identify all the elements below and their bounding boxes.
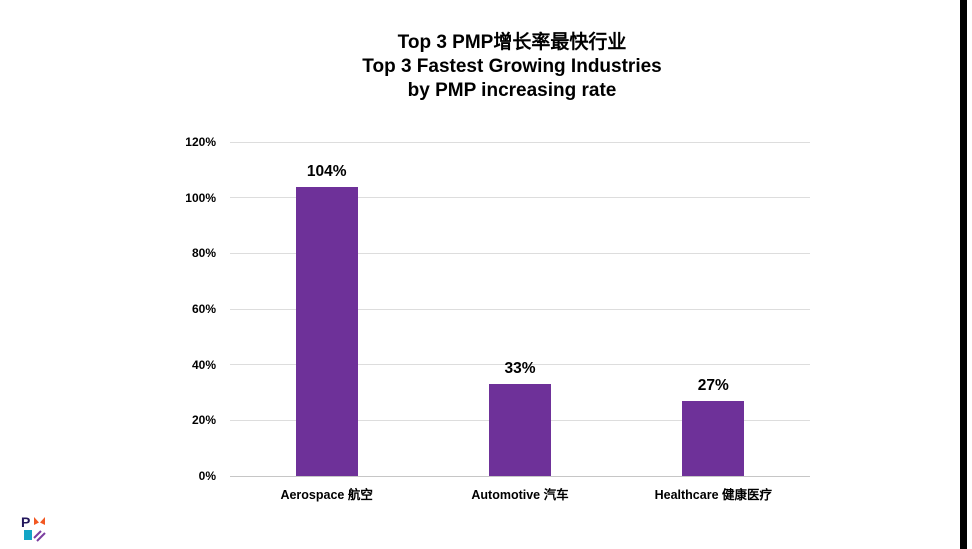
y-tick-label: 120% bbox=[185, 135, 216, 149]
y-tick-label: 80% bbox=[191, 246, 216, 261]
chart-title-line-1: Top 3 PMP增长率最快行业 bbox=[397, 32, 627, 53]
y-axis: 0% 20% 40% 60% 80% 100% 120% bbox=[130, 135, 216, 483]
bar-value-label: 104% bbox=[306, 162, 347, 180]
y-tick-label: 0% bbox=[198, 469, 216, 483]
svg-text:P: P bbox=[21, 515, 30, 530]
bar-healthcare bbox=[682, 400, 745, 476]
chart-title-line-3: by PMP increasing rate bbox=[407, 80, 617, 101]
gridline bbox=[230, 197, 810, 199]
bar-aerospace bbox=[295, 186, 358, 476]
bar-slot: 33% bbox=[423, 142, 616, 476]
y-tick-label: 40% bbox=[191, 357, 216, 372]
gridline bbox=[230, 141, 810, 143]
x-category-label: Aerospace 航空 bbox=[280, 488, 373, 502]
y-tick-label: 60% bbox=[191, 302, 216, 316]
window-edge bbox=[960, 0, 967, 549]
chart-title: Top 3 PMP增长率最快行业 Top 3 Fastest Growing I… bbox=[362, 31, 661, 103]
gridline bbox=[230, 252, 810, 254]
x-category-label: Healthcare 健康医疗 bbox=[654, 488, 773, 502]
y-tick-label: 20% bbox=[191, 413, 216, 428]
bar-slot: 27% bbox=[617, 142, 810, 476]
x-axis: Aerospace 航空 Automotive 汽车 Healthcare 健康医疗 bbox=[230, 484, 810, 503]
bar-slot: 104% bbox=[230, 142, 423, 476]
pmi-logo-icon: P bbox=[21, 515, 46, 542]
gridline bbox=[230, 308, 810, 310]
bar-value-label: 27% bbox=[697, 376, 729, 394]
y-tick-label: 100% bbox=[185, 190, 216, 205]
x-category-label: Automotive 汽车 bbox=[471, 488, 569, 502]
plot-area: 104% 33% 27% bbox=[230, 141, 810, 477]
bar-automotive bbox=[488, 384, 551, 476]
gridline bbox=[230, 364, 810, 366]
bar-value-label: 33% bbox=[504, 360, 536, 378]
x-axis-line bbox=[230, 475, 810, 477]
chart-title-line-2: Top 3 Fastest Growing Industries bbox=[362, 56, 662, 77]
